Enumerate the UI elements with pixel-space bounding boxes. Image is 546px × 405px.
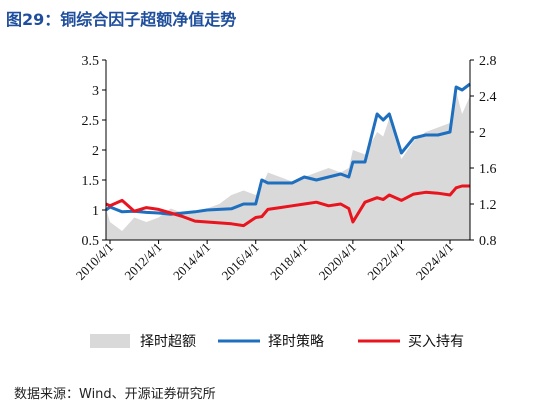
left-tick-label: 1 [92,204,99,219]
right-tick-label: 0.8 [479,234,497,249]
figure-title: 图29：铜综合因子超额净值走势 [6,10,237,29]
left-tick-label: 0.5 [82,234,100,249]
x-tick-label: 2020/4/1 [316,240,359,283]
left-tick-label: 2 [92,144,99,159]
legend-label-2: 买入持有 [408,334,464,350]
x-tick-label: 2012/4/1 [121,240,164,283]
left-tick-label: 3.5 [82,54,100,69]
plot-area [105,82,471,240]
right-tick-label: 2.4 [479,90,497,105]
series-line-1 [105,82,471,216]
legend-label-0: 择时超额 [140,334,196,350]
x-tick-label: 2018/4/1 [267,240,310,283]
left-tick-label: 2.5 [82,114,100,129]
left-tick-label: 1.5 [82,174,100,189]
left-tick-label: 3 [92,84,99,99]
legend: 择时超额 择时策略 买入持有 [90,333,464,350]
right-tick-label: 2.8 [479,54,497,69]
right-tick-label: 2 [479,126,486,141]
right-tick-label: 1.2 [479,198,497,213]
right-tick-label: 1.6 [479,162,497,177]
data-source-note: 数据来源：Wind、开源证券研究所 [14,387,216,402]
x-tick-label: 2022/4/1 [364,240,407,283]
legend-swatch-0 [90,334,130,348]
legend-label-1: 择时策略 [268,333,324,350]
series-line-2 [105,184,470,228]
x-tick-label: 2024/4/1 [413,240,456,283]
x-tick-label: 2014/4/1 [170,240,213,283]
series-area-0 [106,91,470,240]
x-tick-label: 2016/4/1 [219,240,262,283]
